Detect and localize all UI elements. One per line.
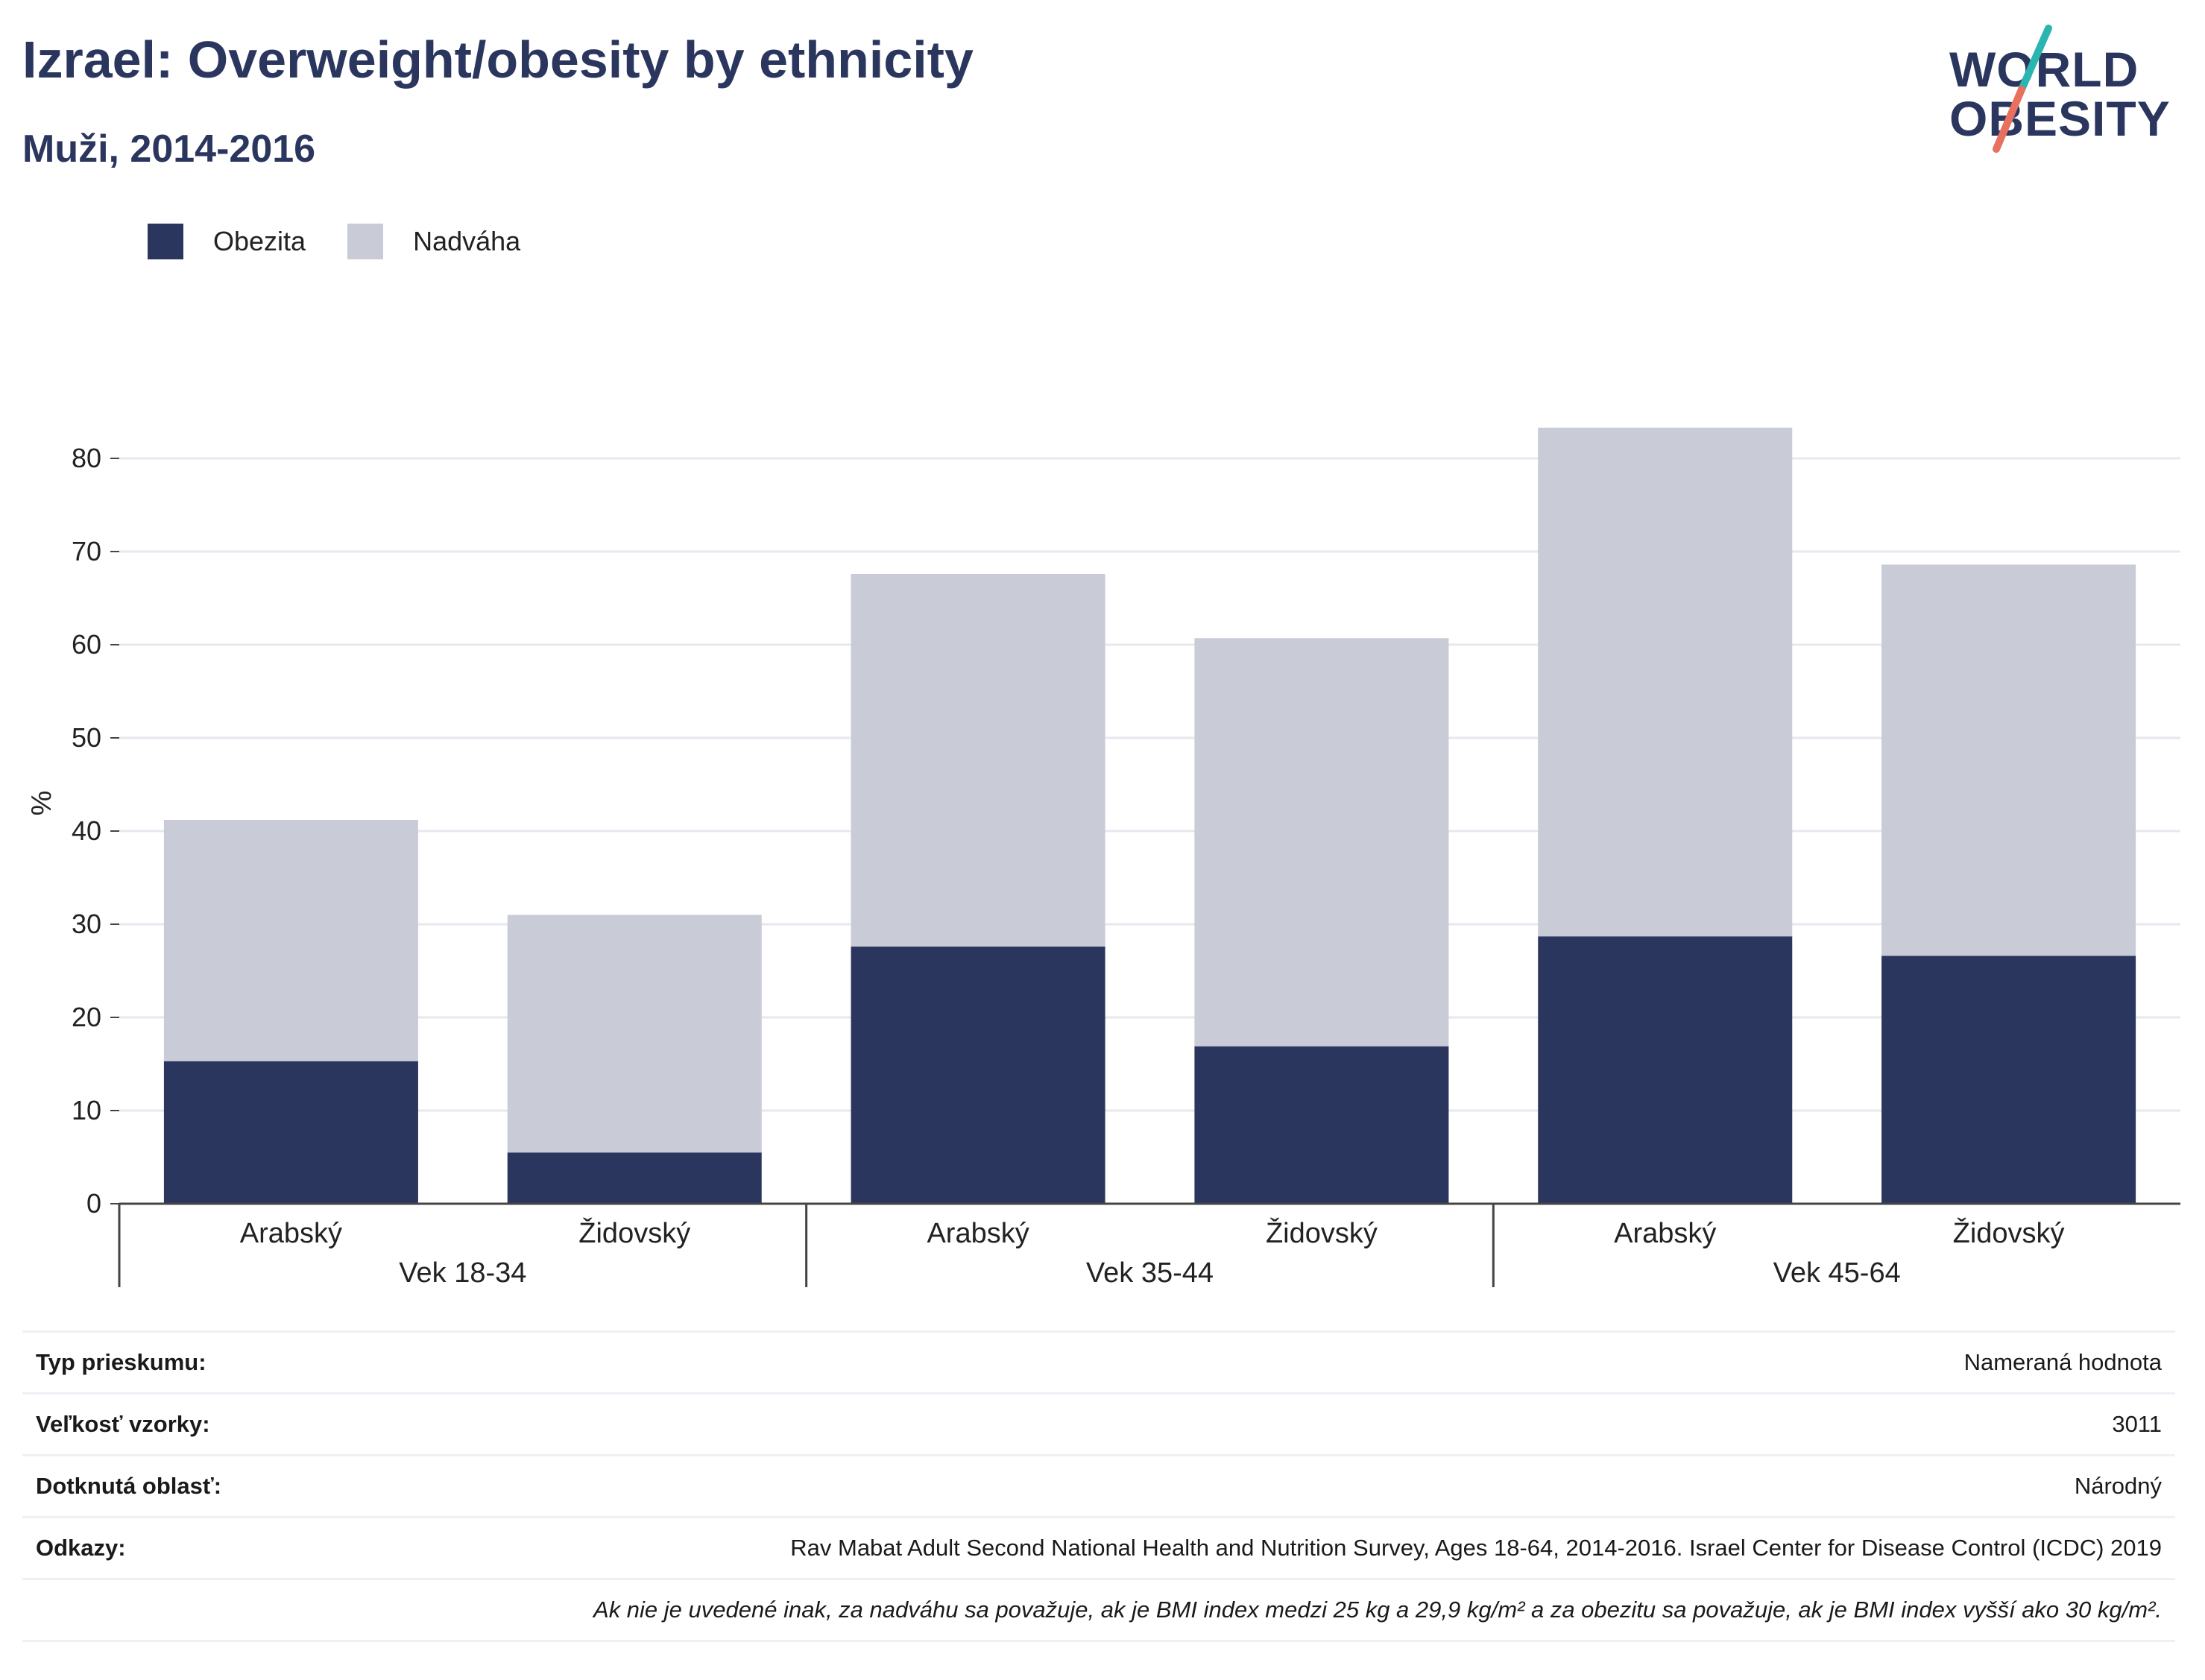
x-category-label: Arabský [240, 1218, 342, 1249]
info-row-bmi-note: Ak nie je uvedené inak, za nadváhu sa po… [22, 1580, 2175, 1642]
info-row-survey-type: Typ prieskumu: Nameraná hodnota [22, 1333, 2175, 1395]
bar-obezita [1881, 956, 2136, 1204]
world-obesity-logo: WORLD OBESITY [1938, 22, 2184, 157]
info-label: Odkazy: [36, 1535, 126, 1561]
chart-legend: Obezita Nadváha [148, 224, 562, 259]
y-tick-label: 70 [72, 536, 101, 566]
legend-item-nadvaha[interactable]: Nadváha [347, 224, 520, 259]
info-row-references: Odkazy: Rav Mabat Adult Second National … [22, 1518, 2175, 1580]
chart-subtitle: Muži, 2014-2016 [22, 127, 316, 171]
bar-nadvaha [1881, 564, 2136, 956]
legend-label-nadvaha: Nadváha [413, 226, 521, 256]
survey-info-table: Typ prieskumu: Nameraná hodnota Veľkosť … [22, 1330, 2175, 1642]
info-row-area: Dotknutá oblasť: Národný [22, 1456, 2175, 1518]
info-value: Rav Mabat Adult Second National Health a… [790, 1535, 2162, 1561]
bar-nadvaha [163, 820, 418, 1061]
x-group-label: Vek 45-64 [1773, 1257, 1901, 1289]
x-category-label: Židovský [578, 1217, 690, 1249]
legend-swatch-nadvaha [347, 224, 384, 259]
stacked-bar-chart: 0 10 20 30 40 50 60 70 80% Arabský Židovský Arabský… [26, 427, 2180, 1289]
info-label: Typ prieskumu: [36, 1349, 206, 1375]
logo-line-1: WORLD [1949, 42, 2139, 97]
info-value: 3011 [2112, 1411, 2162, 1437]
y-tick-label: 30 [72, 909, 101, 939]
info-label: Veľkosť vzorky: [36, 1411, 210, 1437]
bar-nadvaha [1194, 638, 1449, 1046]
y-axis-label: % [26, 791, 57, 816]
y-tick-label: 40 [72, 815, 101, 846]
bar-obezita [507, 1152, 762, 1204]
y-tick-label: 0 [86, 1188, 101, 1219]
bar-obezita [1194, 1046, 1449, 1204]
bmi-definition-note: Ak nie je uvedené inak, za nadváhu sa po… [593, 1597, 2162, 1623]
bar-obezita [851, 947, 1105, 1204]
x-category-label: Arabský [927, 1218, 1029, 1249]
legend-item-obezita[interactable]: Obezita [148, 224, 306, 259]
y-tick-label: 10 [72, 1095, 101, 1125]
y-tick-label: 80 [72, 443, 101, 473]
chart-title: Izrael: Overweight/obesity by ethnicity [22, 31, 974, 89]
x-group-label: Vek 18-34 [399, 1257, 526, 1289]
info-row-sample-size: Veľkosť vzorky: 3011 [22, 1395, 2175, 1456]
bar-nadvaha [1538, 427, 1793, 937]
x-category-label: Židovský [1266, 1217, 1378, 1249]
bar-obezita [1538, 936, 1793, 1204]
info-label: Dotknutá oblasť: [36, 1473, 222, 1499]
bar-obezita [163, 1061, 418, 1204]
legend-swatch-obezita [148, 224, 183, 259]
x-group-label: Vek 35-44 [1086, 1257, 1214, 1289]
x-category-label: Arabský [1614, 1218, 1716, 1249]
y-tick-label: 20 [72, 1002, 101, 1032]
info-value: Národný [2074, 1473, 2162, 1499]
x-category-label: Židovský [1953, 1217, 2065, 1249]
info-value: Nameraná hodnota [1963, 1349, 2162, 1375]
logo-slash-icon [1993, 25, 2052, 153]
logo-line-2: OBESITY [1949, 91, 2171, 146]
bar-nadvaha [507, 915, 762, 1153]
y-tick-label: 60 [72, 629, 101, 660]
bar-nadvaha [851, 574, 1105, 947]
y-tick-label: 50 [72, 722, 101, 753]
legend-label-obezita: Obezita [213, 226, 306, 256]
